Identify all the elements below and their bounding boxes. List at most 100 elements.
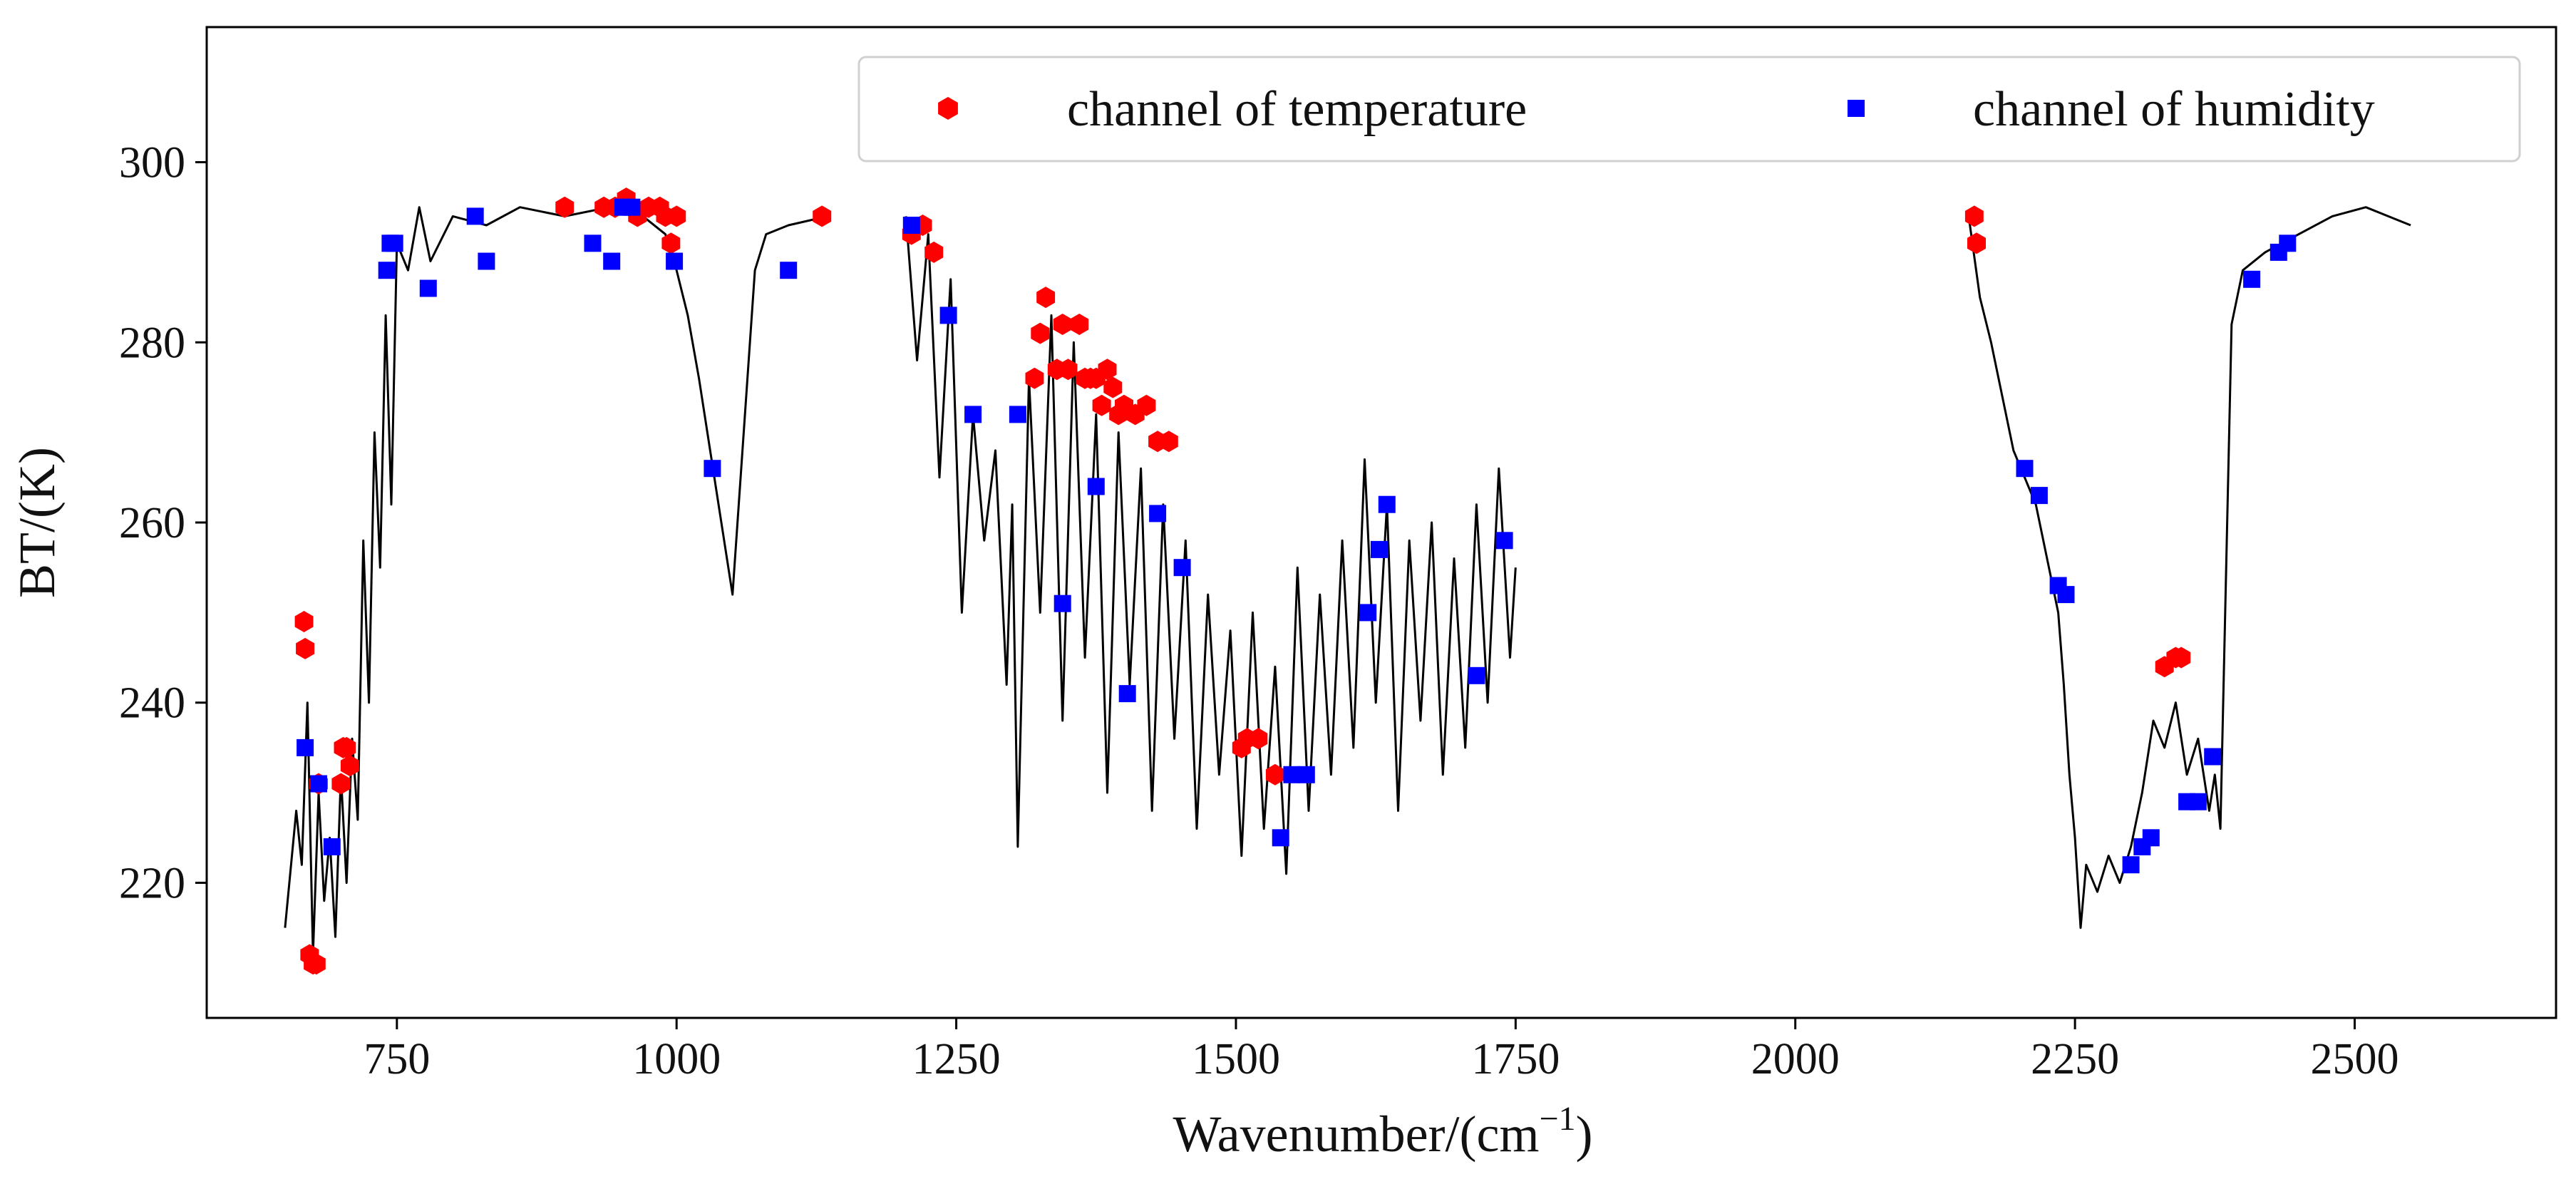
x-axis-label: Wavenumber/(cm−1) <box>1173 1100 1592 1163</box>
humidity-point <box>2142 829 2160 847</box>
humidity-point <box>378 262 396 279</box>
legend-humidity-marker <box>1848 100 1865 117</box>
temperature-point <box>1092 394 1111 416</box>
humidity-point <box>2122 856 2140 874</box>
x-tick-label: 1000 <box>632 1035 721 1083</box>
temperature-point <box>1103 376 1123 398</box>
y-tick-label: 280 <box>119 319 185 367</box>
x-tick-label: 2000 <box>1751 1035 1840 1083</box>
x-axis-label-suffix: ) <box>1576 1106 1593 1163</box>
humidity-point <box>964 406 982 423</box>
humidity-point <box>1087 478 1105 495</box>
temperature-point <box>1036 287 1056 309</box>
temperature-point <box>331 773 351 795</box>
temperature-point <box>1265 763 1284 786</box>
temperature-point <box>1249 728 1268 750</box>
humidity-point <box>297 738 314 756</box>
humidity-point <box>1053 594 1071 612</box>
humidity-point <box>466 207 484 225</box>
temperature-point <box>661 232 681 254</box>
humidity-point <box>1272 829 1289 847</box>
humidity-point <box>2279 235 2297 252</box>
spectrum-lines <box>284 206 2411 956</box>
x-tick-label: 2250 <box>2031 1035 2119 1083</box>
x-tick-label: 1500 <box>1192 1035 1280 1083</box>
temperature-point <box>2172 647 2191 669</box>
temperature-point <box>306 953 326 975</box>
humidity-point <box>1370 540 1388 558</box>
temperature-point <box>1070 314 1089 335</box>
temperature-point <box>1159 431 1178 453</box>
y-tick-label: 300 <box>119 139 185 187</box>
humidity-point <box>939 307 957 324</box>
y-axis-ticks: 220 240 260 280 300 <box>119 139 207 907</box>
humidity-point <box>780 262 798 279</box>
humidity-point <box>310 775 327 793</box>
humidity-point <box>1378 495 1396 513</box>
temperature-point <box>1058 359 1078 381</box>
legend-humidity-label: channel of humidity <box>1973 82 2375 137</box>
humidity-point <box>1359 604 1377 622</box>
humidity-point <box>1283 766 1301 783</box>
legend: channel of temperature channel of humidi… <box>857 56 2521 163</box>
humidity-point <box>323 838 341 855</box>
humidity-point <box>2204 748 2222 766</box>
humidity-point <box>1173 559 1191 577</box>
temperature-point <box>813 205 832 227</box>
humidity-point <box>902 217 920 234</box>
spectrum-segment-2 <box>905 216 1517 875</box>
temperature-point <box>1967 232 1986 254</box>
y-tick-label: 240 <box>119 679 185 728</box>
x-tick-label: 1750 <box>1471 1035 1560 1083</box>
humidity-point <box>1118 685 1136 703</box>
temperature-point <box>296 637 315 659</box>
humidity-point <box>603 252 621 270</box>
humidity-point <box>704 460 721 478</box>
x-axis-ticks: 750 1000 1250 1500 1750 2000 2250 2500 <box>364 1018 2399 1083</box>
temperature-point <box>1098 359 1117 381</box>
y-tick-label: 220 <box>119 859 185 907</box>
temperature-point <box>1031 322 1050 344</box>
temperature-point <box>1964 205 1984 227</box>
humidity-point <box>623 198 641 216</box>
temperature-point <box>1137 394 1156 416</box>
temperature-point <box>337 736 356 758</box>
humidity-point <box>419 279 437 297</box>
x-axis-label-exponent: −1 <box>1539 1100 1575 1138</box>
y-axis-label: BT/(K) <box>9 447 66 598</box>
x-axis-label-main: Wavenumber/(cm <box>1173 1106 1539 1163</box>
temperature-point <box>924 241 944 263</box>
humidity-point <box>1149 505 1167 522</box>
x-tick-label: 750 <box>364 1035 430 1083</box>
y-tick-label: 260 <box>119 499 185 547</box>
humidity-point <box>2030 487 2048 505</box>
temperature-point <box>1053 314 1072 335</box>
legend-temperature-marker <box>938 97 958 120</box>
humidity-point <box>1009 406 1026 423</box>
temperature-point <box>667 205 686 227</box>
spectrum-segment-1 <box>284 206 828 956</box>
humidity-point <box>478 252 495 270</box>
humidity-point <box>584 235 602 252</box>
temperature-point <box>555 196 575 218</box>
humidity-point <box>2016 460 2034 478</box>
temperature-point <box>340 755 359 777</box>
x-tick-label: 1250 <box>912 1035 1001 1083</box>
humidity-point <box>2243 270 2261 288</box>
temperature-channel-markers <box>294 187 2191 975</box>
humidity-point <box>1468 666 1485 684</box>
legend-temperature-label: channel of temperature <box>1067 82 1527 137</box>
humidity-point <box>386 235 403 252</box>
humidity-point <box>1495 532 1513 550</box>
temperature-point <box>294 611 314 632</box>
legend-box <box>857 56 2521 163</box>
humidity-point <box>1297 766 1315 783</box>
humidity-point <box>666 252 684 270</box>
spectrum-segment-3 <box>1967 206 2411 930</box>
plot-frame <box>205 26 2557 1019</box>
temperature-point <box>1025 367 1044 389</box>
x-tick-label: 2500 <box>2310 1035 2399 1083</box>
humidity-point <box>2189 793 2207 810</box>
humidity-channel-markers <box>297 198 2297 874</box>
